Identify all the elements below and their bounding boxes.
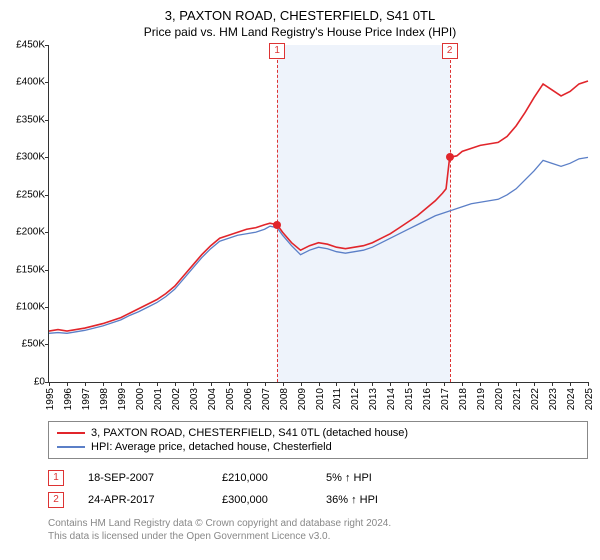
x-tick-label: 1997 [81,388,92,410]
footer-line2: This data is licensed under the Open Gov… [48,530,588,543]
x-tick-label: 2020 [494,388,505,410]
y-tick-label: £0 [34,376,45,387]
y-tick-label: £350K [16,114,45,125]
legend-swatch [57,432,85,434]
x-tick-label: 2012 [350,388,361,410]
x-tick-label: 2021 [512,388,523,410]
y-tick-label: £250K [16,189,45,200]
x-tick-label: 2000 [135,388,146,410]
x-tick-label: 2013 [368,388,379,410]
x-tick-label: 1995 [45,388,56,410]
x-tick-label: 2024 [566,388,577,410]
chart: £0£50K£100K£150K£200K£250K£300K£350K£400… [48,45,588,415]
x-tick-label: 2017 [440,388,451,410]
row-price: £300,000 [222,494,302,506]
x-tick-label: 2025 [584,388,595,410]
legend-item: 3, PAXTON ROAD, CHESTERFIELD, S41 0TL (d… [57,426,579,440]
y-tick-label: £450K [16,39,45,50]
legend: 3, PAXTON ROAD, CHESTERFIELD, S41 0TL (d… [48,421,588,459]
x-tick-label: 2004 [207,388,218,410]
legend-label: HPI: Average price, detached house, Ches… [91,441,332,453]
row-pct: 36% ↑ HPI [326,494,416,506]
chart-title: 3, PAXTON ROAD, CHESTERFIELD, S41 0TL [0,0,600,25]
x-tick-label: 2007 [261,388,272,410]
x-tick-label: 2015 [404,388,415,410]
x-tick-label: 1996 [63,388,74,410]
x-tick-label: 1999 [117,388,128,410]
x-tick-label: 2016 [422,388,433,410]
x-tick-label: 2018 [458,388,469,410]
row-date: 24-APR-2017 [88,494,198,506]
data-row: 1 18-SEP-2007 £210,000 5% ↑ HPI [48,467,588,489]
y-tick-label: £400K [16,77,45,88]
series-line [49,81,588,331]
x-tick-label: 2019 [476,388,487,410]
x-tick-label: 2005 [225,388,236,410]
footer-line1: Contains HM Land Registry data © Crown c… [48,517,588,530]
row-pct: 5% ↑ HPI [326,472,416,484]
x-tick-label: 2010 [315,388,326,410]
x-tick-label: 2011 [332,388,343,410]
sale-dot [273,221,281,229]
series-line [49,157,588,333]
footer: Contains HM Land Registry data © Crown c… [48,517,588,543]
row-date: 18-SEP-2007 [88,472,198,484]
x-tick-label: 2008 [279,388,290,410]
x-tick-label: 1998 [99,388,110,410]
plot-area: £0£50K£100K£150K£200K£250K£300K£350K£400… [48,45,588,383]
x-tick-label: 2009 [297,388,308,410]
row-marker: 1 [48,470,64,486]
y-tick-label: £200K [16,227,45,238]
x-tick-label: 2006 [243,388,254,410]
row-marker: 2 [48,492,64,508]
x-tick-label: 2014 [386,388,397,410]
legend-item: HPI: Average price, detached house, Ches… [57,440,579,454]
legend-label: 3, PAXTON ROAD, CHESTERFIELD, S41 0TL (d… [91,427,408,439]
chart-subtitle: Price paid vs. HM Land Registry's House … [0,25,600,45]
y-tick-label: £50K [22,339,45,350]
x-tick-label: 2001 [153,388,164,410]
x-tick-label: 2002 [171,388,182,410]
x-tick-label: 2003 [189,388,200,410]
sale-dot [446,153,454,161]
data-row: 2 24-APR-2017 £300,000 36% ↑ HPI [48,489,588,511]
y-tick-label: £300K [16,152,45,163]
row-price: £210,000 [222,472,302,484]
x-tick-label: 2023 [548,388,559,410]
data-rows: 1 18-SEP-2007 £210,000 5% ↑ HPI 2 24-APR-2017… [48,467,588,511]
y-tick-label: £100K [16,302,45,313]
y-tick-label: £150K [16,264,45,275]
x-tick-label: 2022 [530,388,541,410]
legend-swatch [57,446,85,448]
